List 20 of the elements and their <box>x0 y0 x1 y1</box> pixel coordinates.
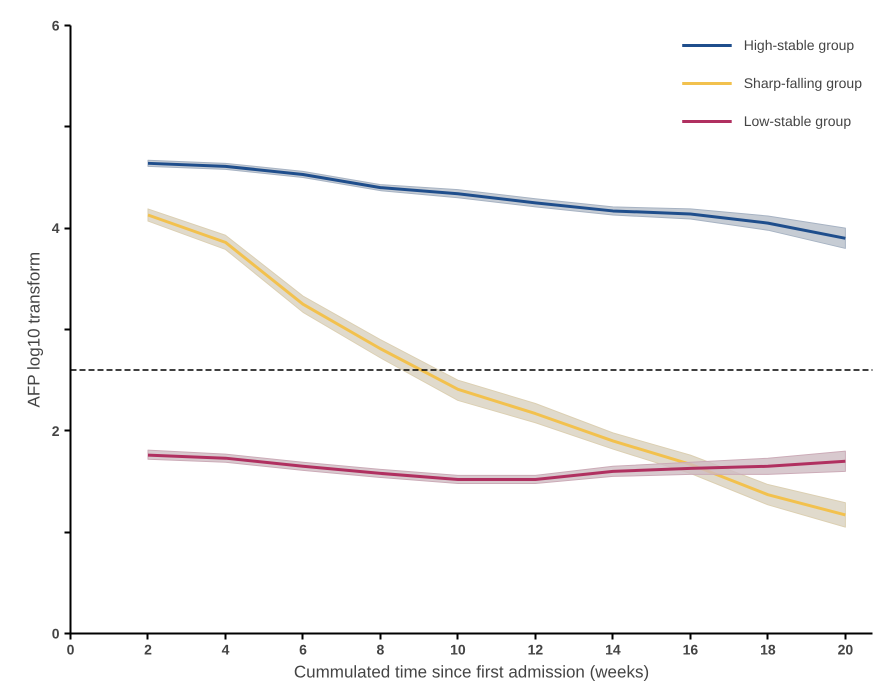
y-tick-label: 2 <box>52 422 60 439</box>
y-tick-label: 4 <box>52 220 60 236</box>
legend-label: High-stable group <box>744 37 854 53</box>
x-tick-label: 16 <box>682 642 698 658</box>
x-tick-label: 8 <box>376 642 385 658</box>
y-tick-label: 6 <box>52 18 60 34</box>
legend-label: Low-stable group <box>744 113 852 129</box>
x-axis-title: Cummulated time since first admission (weeks) <box>294 662 650 682</box>
x-tick-label: 0 <box>66 642 75 658</box>
legend-label: Sharp-falling group <box>744 75 862 91</box>
x-tick-label: 6 <box>299 642 308 658</box>
x-tick-label: 14 <box>605 642 621 658</box>
y-tick-label: 0 <box>52 626 60 642</box>
x-tick-label: 10 <box>450 642 466 658</box>
x-tick-label: 12 <box>528 642 544 658</box>
y-axis-title: AFP log10 transform <box>24 252 44 408</box>
x-tick-label: 2 <box>144 642 152 658</box>
x-tick-label: 18 <box>760 642 776 658</box>
x-tick-label: 4 <box>222 642 230 658</box>
x-tick-label: 20 <box>838 642 854 658</box>
